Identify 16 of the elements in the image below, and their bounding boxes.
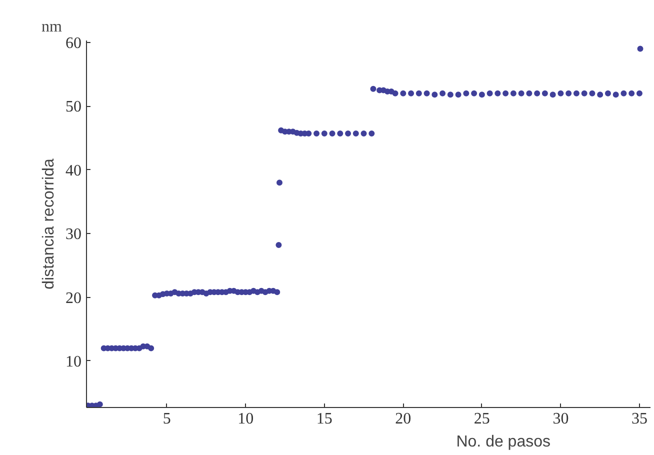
y-tick-label: 30: [66, 226, 82, 244]
y-tick-label: 50: [66, 98, 82, 116]
x-tick-label: 5: [162, 410, 171, 428]
x-tick-label: 35: [631, 410, 648, 428]
text: nm: [42, 18, 62, 36]
x-axis-title: No. de pasos: [456, 434, 550, 450]
x-tick-label: 15: [316, 410, 332, 428]
x-tick-label: 20: [395, 410, 412, 428]
y-axis-title: distancia recorrida: [40, 158, 58, 290]
y-tick-label: 40: [66, 162, 82, 180]
x-tick-label: 25: [474, 410, 490, 428]
x-tick-label: 30: [552, 410, 569, 428]
y-tick-label: 20: [66, 290, 82, 307]
y-tick-label: 60: [66, 34, 82, 52]
x-tick-label: 10: [238, 410, 254, 428]
y-tick-label: 10: [66, 353, 82, 370]
